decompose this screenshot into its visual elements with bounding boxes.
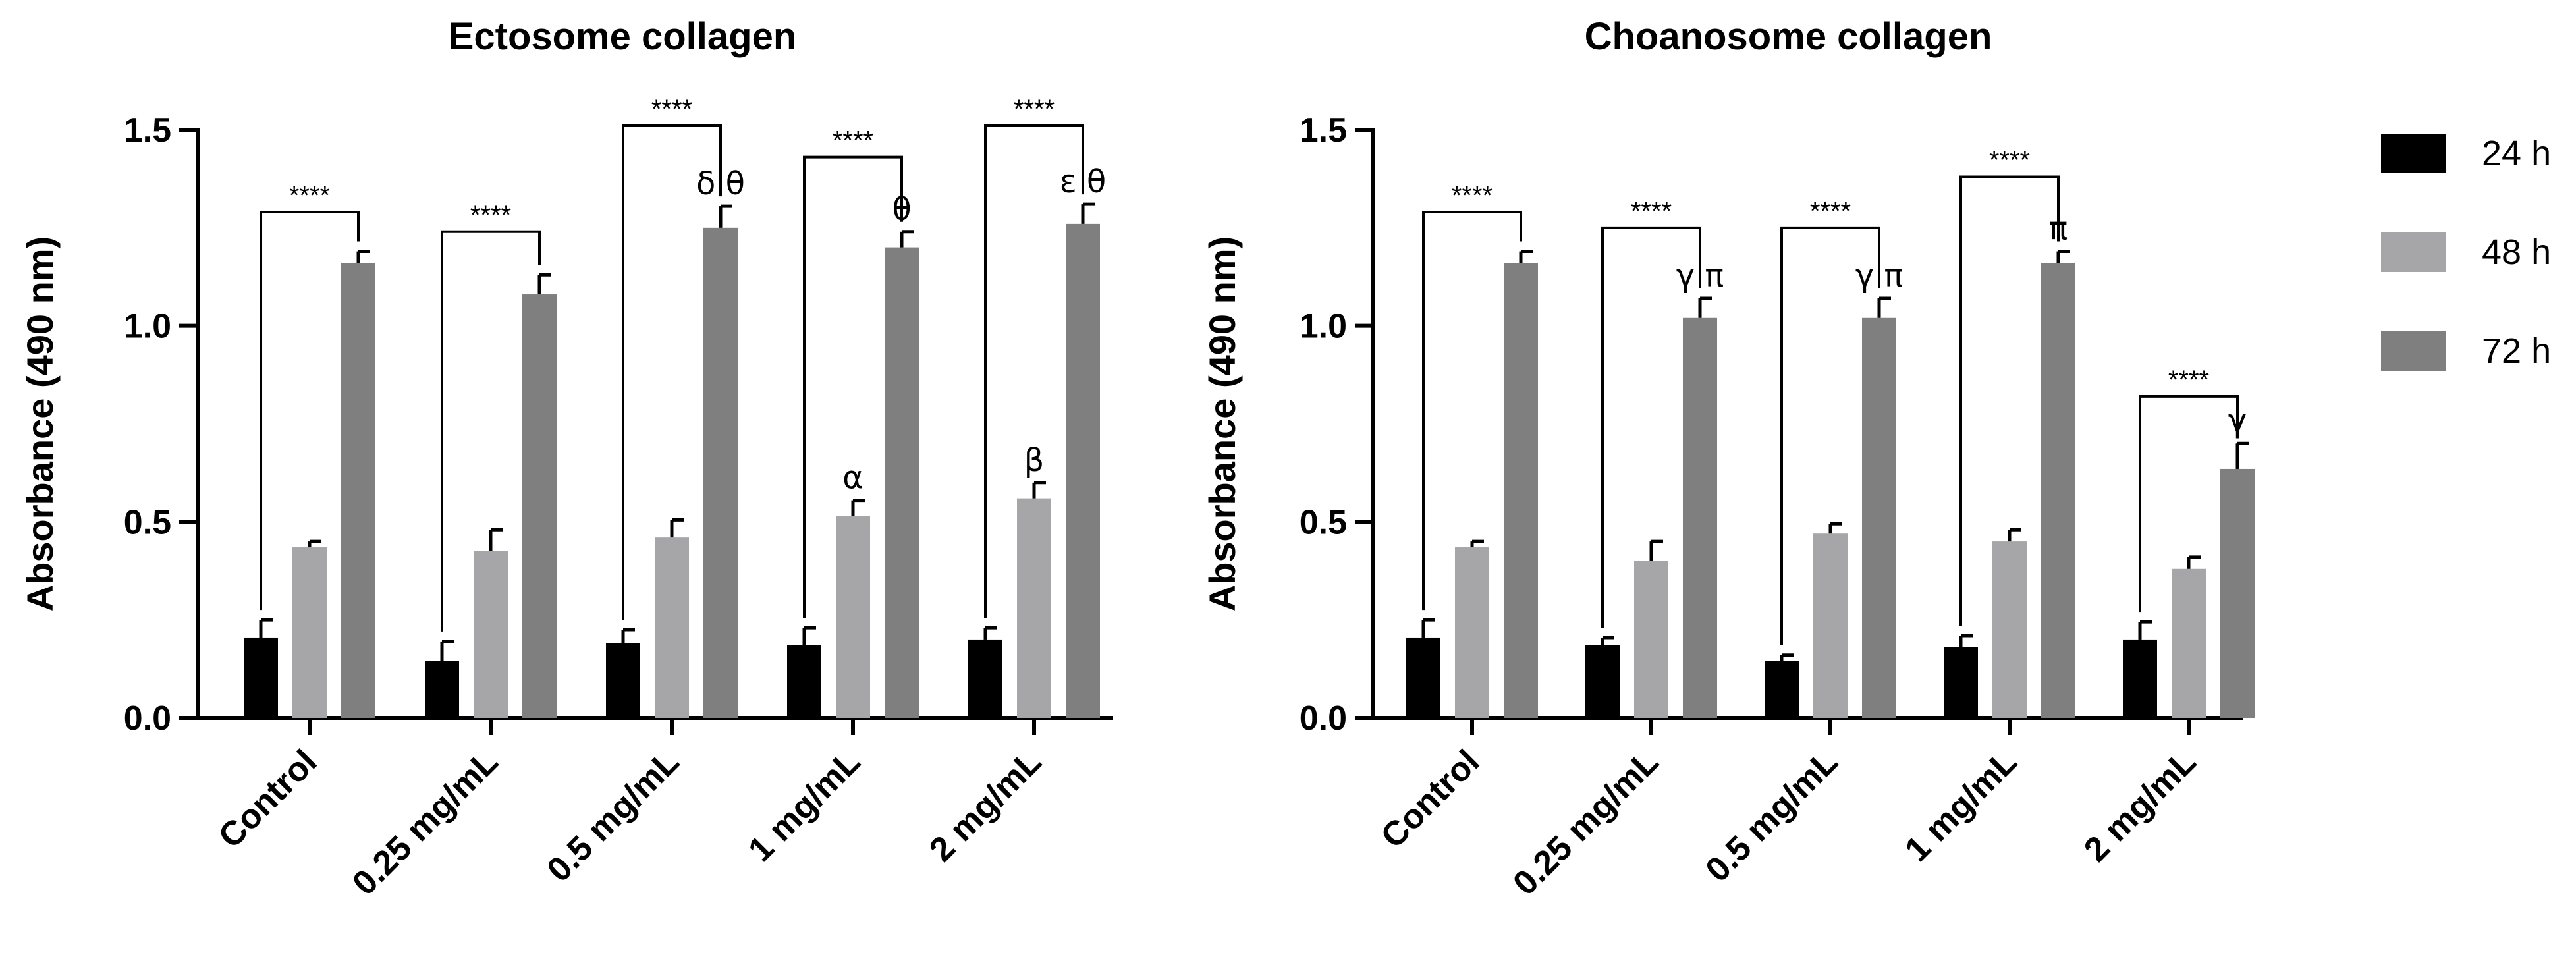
bar-annotation: θ — [892, 191, 911, 228]
bar-annotation: ε θ — [1060, 163, 1107, 200]
bar — [1634, 561, 1668, 718]
bar — [1992, 541, 2027, 718]
significance-label: **** — [1014, 95, 1055, 124]
legend-swatch — [2381, 331, 2446, 371]
bar — [1765, 661, 1799, 718]
bar — [1017, 498, 1051, 718]
y-axis-label: Absorbance (490 nm) — [1201, 236, 1243, 612]
legend: 24 h 48 h 72 h — [2381, 134, 2551, 371]
significance-label: **** — [651, 95, 692, 124]
y-tick-label: 1.0 — [1300, 308, 1347, 346]
significance-label: **** — [2168, 366, 2209, 395]
x-tick-label: 0.25 mg/mL — [345, 742, 505, 902]
bar-annotation: α — [842, 460, 863, 497]
bar — [1066, 223, 1100, 718]
bar — [606, 643, 640, 718]
x-tick-label: 0.5 mg/mL — [1699, 742, 1846, 889]
bar — [836, 516, 870, 718]
y-tick-label: 0.5 — [1300, 503, 1347, 541]
legend-label: 24 h — [2482, 134, 2551, 173]
bar — [2172, 568, 2206, 718]
x-tick-label: Control — [211, 742, 325, 856]
bar — [968, 639, 1002, 718]
x-tick-label: 1 mg/mL — [741, 742, 867, 869]
chart-panel-2: Choanosome collagen Absorbance (490 nm) 0.… — [1201, 15, 2255, 903]
legend-label: 48 h — [2482, 232, 2551, 272]
bar — [787, 645, 821, 718]
bar-annotation: γ π — [1676, 258, 1724, 294]
bar — [474, 551, 508, 718]
x-tick-label: 2 mg/mL — [922, 742, 1049, 869]
significance-bracket — [1780, 226, 1880, 645]
x-tick-label: 1 mg/mL — [1898, 742, 2024, 869]
bar — [2220, 468, 2255, 718]
significance-bracket — [984, 124, 1084, 618]
significance-label: **** — [1810, 197, 1851, 226]
bar — [1504, 263, 1538, 718]
significance-label: **** — [470, 201, 511, 230]
bar — [1455, 547, 1489, 718]
x-tick-label: 2 mg/mL — [2077, 742, 2203, 869]
significance-label: **** — [1631, 197, 1672, 226]
bar — [522, 294, 557, 718]
x-tick-label: Control — [1374, 742, 1487, 856]
bar — [655, 537, 689, 718]
y-tick-label: 0.5 — [124, 503, 171, 541]
significance-label: **** — [289, 181, 330, 210]
y-tick-label: 1.5 — [124, 111, 171, 150]
bar — [885, 247, 919, 719]
bar — [425, 661, 459, 718]
significance-bracket — [1422, 211, 1522, 611]
bar-annotation: γ — [2228, 402, 2247, 439]
y-tick-label: 0.0 — [124, 699, 171, 738]
legend-swatch — [2381, 134, 2446, 173]
significance-label: **** — [1452, 181, 1493, 210]
y-tick-label: 1.5 — [1300, 111, 1347, 150]
bar — [1406, 637, 1440, 718]
y-tick-label: 1.0 — [124, 308, 171, 346]
legend-label: 72 h — [2482, 331, 2551, 371]
significance-bracket — [1959, 175, 2060, 626]
significance-label: **** — [1989, 146, 2030, 175]
bar — [2041, 263, 2075, 718]
significance-bracket — [1601, 226, 1701, 628]
bar — [1585, 645, 1620, 718]
bar-annotation: β — [1024, 442, 1045, 479]
significance-bracket — [441, 230, 541, 632]
chart-title: Ectosome collagen — [449, 15, 797, 58]
bar — [1944, 647, 1978, 718]
bar — [1862, 317, 1896, 718]
bar — [292, 547, 327, 718]
significance-bracket — [260, 211, 360, 611]
bar-annotation: γ π — [1855, 258, 1904, 294]
y-axis-label: Absorbance (490 nm) — [19, 236, 61, 612]
x-tick-label: 0.5 mg/mL — [540, 742, 687, 889]
legend-swatch — [2381, 232, 2446, 272]
chart-title: Choanosome collagen — [1585, 15, 1992, 58]
bar — [2123, 639, 2157, 718]
x-tick-label: 0.25 mg/mL — [1506, 742, 1666, 902]
bar — [1813, 533, 1848, 718]
bar — [341, 263, 375, 718]
bar — [703, 227, 738, 718]
y-tick-label: 0.0 — [1300, 699, 1347, 738]
significance-bracket — [2139, 395, 2239, 613]
significance-bracket — [622, 124, 722, 620]
significance-bracket — [803, 155, 903, 618]
bar-annotation: π — [2049, 211, 2068, 248]
bar-annotation: δ θ — [696, 165, 745, 202]
significance-label: **** — [833, 126, 873, 155]
bar — [1683, 317, 1717, 718]
bar — [244, 637, 278, 718]
chart-panel-1: Ectosome collagen Absorbance (490 nm) 0.0 0… — [19, 15, 1113, 903]
